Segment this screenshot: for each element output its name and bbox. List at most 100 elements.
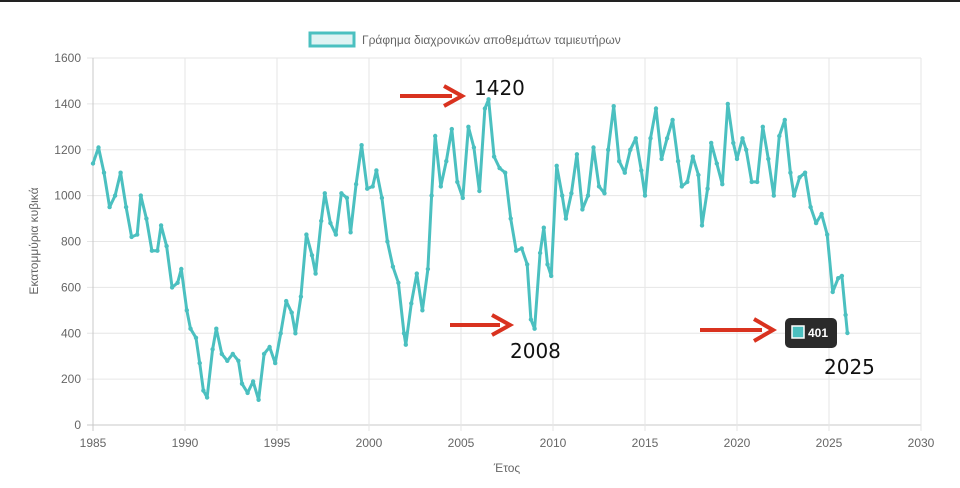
data-point[interactable] [219,351,224,357]
data-point[interactable] [261,351,267,357]
data-point[interactable] [123,204,129,210]
data-point[interactable] [188,326,193,331]
data-point[interactable] [164,243,169,249]
data-point[interactable] [664,136,670,141]
data-point[interactable] [705,186,710,191]
data-point[interactable] [158,223,164,228]
data-point[interactable] [482,106,488,111]
data-point[interactable] [744,147,749,152]
data-point[interactable] [455,179,460,185]
data-point[interactable] [813,220,819,226]
data-point[interactable] [449,126,454,132]
data-point[interactable] [90,161,96,166]
data-point[interactable] [845,330,850,336]
data-point[interactable] [409,301,414,306]
data-point[interactable] [201,388,206,393]
data-point[interactable] [284,298,289,304]
legend[interactable]: Γράφημα διαχρονικών αποθεμάτων ταμιευτήρ… [308,31,621,48]
data-point[interactable] [379,195,385,201]
data-point[interactable] [396,280,401,285]
data-point[interactable] [843,312,848,318]
data-point[interactable] [193,335,199,340]
data-point[interactable] [135,232,140,237]
data-point[interactable] [725,101,730,107]
data-point[interactable] [385,239,390,244]
data-point[interactable] [497,165,502,171]
data-point[interactable] [175,280,180,285]
data-point[interactable] [214,326,219,331]
data-point[interactable] [808,204,813,210]
data-point[interactable] [777,133,782,139]
data-point[interactable] [617,159,622,164]
data-point[interactable] [633,136,638,141]
data-point[interactable] [344,195,350,201]
data-point[interactable] [580,207,585,212]
data-point[interactable] [648,136,653,141]
data-point[interactable] [628,147,633,152]
data-point[interactable] [359,143,364,148]
data-point[interactable] [107,204,112,210]
data-point[interactable] [420,308,425,313]
data-point[interactable] [239,381,245,386]
data-point[interactable] [690,154,695,159]
data-point[interactable] [250,379,256,384]
data-point[interactable] [144,216,149,221]
data-point[interactable] [503,170,508,175]
data-point[interactable] [230,351,235,357]
data-point[interactable] [319,218,324,224]
data-point[interactable] [766,156,771,162]
data-point[interactable] [256,397,261,402]
data-point[interactable] [403,342,408,347]
data-point[interactable] [267,344,272,350]
data-point[interactable] [532,326,537,331]
data-point[interactable] [289,310,294,315]
data-point[interactable] [444,159,449,164]
data-point[interactable] [101,170,107,175]
data-point[interactable] [477,188,482,194]
data-point[interactable] [749,179,754,185]
data-point[interactable] [560,193,565,198]
data-point[interactable] [771,193,776,198]
data-point[interactable] [825,232,830,237]
data-point[interactable] [797,175,802,180]
data-point[interactable] [611,104,616,109]
data-point[interactable] [525,262,530,267]
data-point[interactable] [491,154,497,159]
data-point[interactable] [541,225,546,230]
data-point[interactable] [322,191,327,196]
data-point[interactable] [328,220,333,226]
data-point[interactable] [149,248,155,253]
data-point[interactable] [549,273,554,279]
data-point[interactable] [514,248,519,253]
data-point[interactable] [639,168,644,173]
data-point[interactable] [204,395,210,400]
data-point[interactable] [353,182,359,187]
data-point[interactable] [720,182,725,187]
data-point[interactable] [839,273,845,279]
data-point[interactable] [675,159,681,164]
data-point[interactable] [659,156,664,162]
data-point[interactable] [313,271,318,276]
data-point[interactable] [339,191,344,196]
data-point[interactable] [460,195,465,201]
data-point[interactable] [304,232,309,237]
data-point[interactable] [602,191,607,196]
data-point[interactable] [642,193,648,198]
data-point[interactable] [622,170,627,175]
data-point[interactable] [348,230,353,235]
data-point[interactable] [414,271,419,276]
data-point[interactable] [374,168,379,173]
data-point[interactable] [210,347,215,352]
data-point[interactable] [197,360,202,366]
data-point[interactable] [486,97,491,102]
data-point[interactable] [466,124,471,129]
data-point[interactable] [278,331,283,336]
data-point[interactable] [225,358,230,363]
data-point[interactable] [425,266,431,272]
data-point[interactable] [118,170,123,175]
data-point[interactable] [309,253,315,258]
data-point[interactable] [365,186,370,191]
data-point[interactable] [155,248,160,253]
data-point[interactable] [685,179,690,185]
data-point[interactable] [591,145,596,150]
